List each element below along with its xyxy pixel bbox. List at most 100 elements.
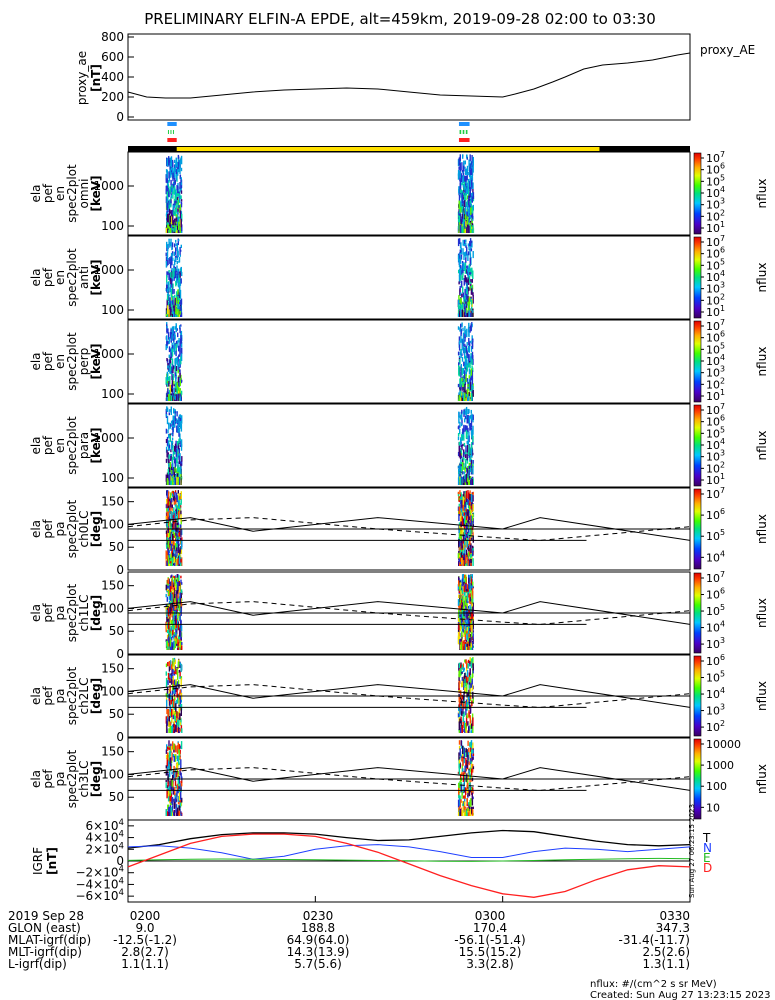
spectrogram-pixel <box>470 378 473 381</box>
spectrogram-pixel <box>165 671 167 676</box>
panel-ylabel-line: pef <box>41 603 55 623</box>
spectrogram-pixel <box>461 269 463 275</box>
spectrogram-pixel <box>459 470 461 474</box>
spectrogram-pixel <box>468 455 470 458</box>
spectrogram-pixel <box>466 209 468 214</box>
spectrogram-pixel <box>167 590 170 596</box>
spectrogram-pixel <box>173 699 175 708</box>
spectrogram-pixel <box>461 377 463 382</box>
spectrogram-pixel <box>459 204 461 214</box>
spectrogram-pixel <box>465 584 467 592</box>
spectrogram-pixel <box>467 414 469 424</box>
spectrogram-pixel <box>180 218 182 228</box>
spectrogram-pixel <box>179 348 181 357</box>
spectrogram-pixel <box>178 695 180 705</box>
spectrogram-pixel <box>462 720 464 727</box>
spectrogram-pixel <box>457 584 460 591</box>
spectrogram-pixel <box>172 592 174 600</box>
spectrogram-pixel <box>172 427 174 434</box>
spectrogram-pixel <box>173 550 175 554</box>
spectrogram-pixel <box>464 183 467 190</box>
spectrogram-pixel <box>466 509 468 517</box>
spectrogram-pixel <box>174 562 176 566</box>
spectrogram-pixel <box>174 225 176 233</box>
spectrogram-pixel <box>467 327 470 333</box>
spectrogram-pixel <box>167 452 169 460</box>
spectrogram-pixel <box>458 295 460 304</box>
pitch-angle-panel: elapefpaspec2plotch0LC[deg]107106105104n… <box>29 486 769 577</box>
spectrogram-pixel <box>470 285 473 289</box>
spectrogram-pixel <box>176 727 178 733</box>
spectrogram-pixel <box>166 640 169 647</box>
spectrogram-pixel <box>471 323 473 327</box>
spectrogram-pixel <box>471 299 473 305</box>
panel-frame <box>127 151 691 236</box>
spectrogram-pixel <box>165 542 168 547</box>
spectrogram-pixel <box>174 701 176 710</box>
spectrogram-pixel <box>174 754 177 762</box>
spectrogram-pixel <box>170 420 173 424</box>
spectrogram-pixel <box>469 610 471 614</box>
panel-ylabel-line: ela <box>29 520 43 538</box>
spectrogram-pixel <box>174 200 176 206</box>
spectrogram-pixel <box>464 807 466 816</box>
spectrogram-pixel <box>179 676 181 680</box>
spectrogram-pixel <box>174 475 177 478</box>
spectrogram-pixel <box>463 691 465 699</box>
spectrogram-pixel <box>171 159 174 166</box>
spectrogram-pixel <box>464 352 466 359</box>
spectrogram-pixel <box>166 558 168 566</box>
spectrogram-pixel <box>166 339 168 344</box>
spectrogram-pixel <box>166 744 168 750</box>
colorbar <box>693 738 702 820</box>
spectrogram-pixel <box>467 384 469 388</box>
spectrogram-pixel <box>458 636 461 642</box>
spectrogram-pixel <box>178 531 180 537</box>
colorbar-tick-label: 105 <box>706 528 725 543</box>
spectrogram-pixel <box>463 574 466 579</box>
spectrogram-pixel <box>471 500 473 506</box>
spectrogram-pixel <box>171 548 173 553</box>
spectrogram-pixel <box>462 542 464 552</box>
spectrogram-pixel <box>172 454 174 460</box>
spectrogram-pixel <box>167 622 170 630</box>
spectrogram-pixel <box>458 693 460 697</box>
spectrogram-pixel <box>459 497 461 501</box>
spectrogram-pixel <box>180 663 182 673</box>
spectrogram-pixel <box>180 719 182 723</box>
spectrogram-pixel <box>466 378 468 382</box>
spectrogram-pixel <box>166 789 168 799</box>
spectrogram-pixel <box>466 188 469 195</box>
spectrogram-pixel <box>458 782 460 791</box>
spectrogram-pixel <box>175 380 177 389</box>
spectrogram-pixel <box>177 280 179 287</box>
spectrogram-pixel <box>461 609 464 618</box>
spectrogram-pixel <box>166 221 168 229</box>
spectrogram-pixel <box>468 473 470 483</box>
spectrogram-pixel <box>179 802 182 808</box>
spectrogram-pixel <box>176 248 179 257</box>
science-zone-bars <box>167 122 470 142</box>
spectrogram-pixel <box>165 593 167 598</box>
spectrogram-pixel <box>168 661 171 665</box>
spectrogram-pixel <box>470 162 473 165</box>
spectrogram-pixel <box>176 609 178 614</box>
spectrogram-pixel <box>175 350 177 357</box>
spectrogram-pixel <box>469 537 471 545</box>
spectrogram-pixel <box>468 275 471 283</box>
spectrogram-pixel <box>169 363 172 371</box>
spectrogram-pixel <box>166 520 168 527</box>
spectrogram-pixel <box>167 646 169 650</box>
spectrogram-pixel <box>165 550 167 560</box>
spectrogram-pixel <box>165 504 168 509</box>
spectrogram-pixel <box>176 193 178 198</box>
spectrogram-pixel <box>180 491 182 500</box>
spectrogram-pixel <box>458 690 460 693</box>
spectrogram-pixel <box>466 523 468 530</box>
spectrogram-pixel <box>470 448 473 458</box>
spectrogram-pixel <box>471 384 473 388</box>
spectrogram-pixel <box>171 440 174 444</box>
spectrogram-pixel <box>175 239 177 243</box>
spectrogram-pixel <box>168 354 170 358</box>
